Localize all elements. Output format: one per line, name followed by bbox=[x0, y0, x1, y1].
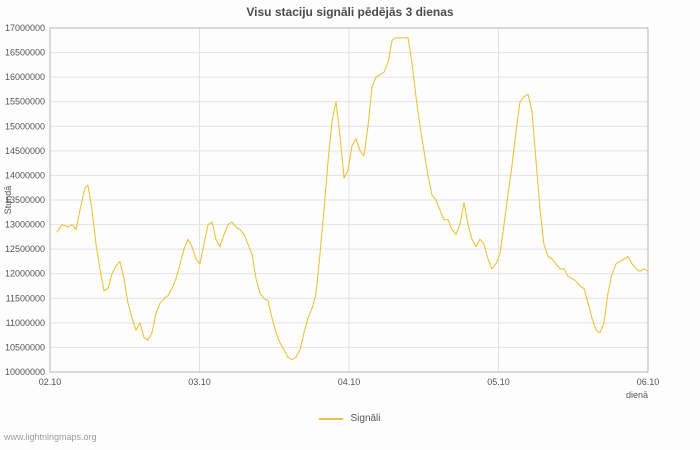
plot-border bbox=[49, 27, 649, 373]
y-tick-label: 14000000 bbox=[5, 170, 45, 180]
x-axis-tick-labels: 02.10 03.10 04.10 05.10 06.10 bbox=[39, 377, 660, 387]
y-tick-label: 14500000 bbox=[5, 146, 45, 156]
y-tick-label: 17000000 bbox=[5, 23, 45, 33]
y-tick-label: 15000000 bbox=[5, 121, 45, 131]
x-tick-label: 02.10 bbox=[39, 377, 62, 387]
y-tick-label: 13000000 bbox=[5, 220, 45, 230]
x-tick-label: 04.10 bbox=[338, 377, 361, 387]
legend-line-swatch bbox=[319, 417, 344, 420]
y-tick-label: 16500000 bbox=[5, 48, 45, 58]
y-axis-tick-labels: 10000000 10500000 11000000 11500000 12000000… bbox=[5, 23, 45, 377]
legend-series-label: Signāli bbox=[350, 413, 381, 424]
grid-lines bbox=[49, 27, 649, 373]
y-axis-label: Stundā bbox=[3, 186, 13, 215]
y-tick-label: 10500000 bbox=[5, 342, 45, 352]
y-tick-label: 11500000 bbox=[6, 293, 45, 303]
y-tick-label: 11000000 bbox=[6, 318, 45, 328]
x-tick-label: 03.10 bbox=[188, 377, 211, 387]
y-tick-label: 12500000 bbox=[5, 244, 45, 254]
x-tick-label: 05.10 bbox=[487, 377, 510, 387]
series-line-signali bbox=[56, 37, 649, 361]
chart-title: Visu staciju signāli pēdējās 3 dienas bbox=[246, 5, 454, 19]
y-tick-label: 10000000 bbox=[5, 367, 45, 377]
y-tick-label: 13500000 bbox=[5, 195, 45, 205]
x-tick-label: 06.10 bbox=[637, 377, 660, 387]
chart-legend: Signāli bbox=[0, 413, 700, 424]
y-tick-label: 15500000 bbox=[5, 97, 45, 107]
x-axis-label: dienā bbox=[626, 390, 648, 400]
watermark-link[interactable]: www.lightningmaps.org bbox=[4, 432, 97, 442]
y-tick-label: 16000000 bbox=[5, 72, 45, 82]
y-tick-label: 12000000 bbox=[5, 269, 45, 279]
